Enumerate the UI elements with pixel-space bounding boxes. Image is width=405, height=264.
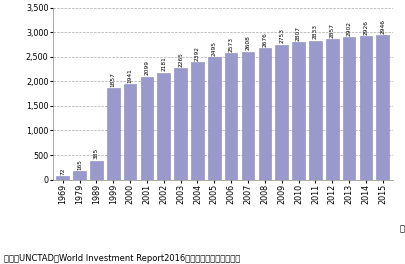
Bar [225,53,237,180]
Bar [360,36,372,180]
Bar [73,171,86,180]
Text: 2946: 2946 [380,19,385,34]
Bar [376,35,389,180]
Text: 72: 72 [60,167,65,175]
Text: 資料：UNCTAD『World Investment Report2016』から経済産業省作成。: 資料：UNCTAD『World Investment Report2016』から… [4,254,240,263]
Text: 2265: 2265 [178,52,183,67]
Bar [124,84,136,180]
Text: 2392: 2392 [195,46,200,61]
Text: 2753: 2753 [279,28,284,43]
Text: 1857: 1857 [111,72,116,87]
Text: 385: 385 [94,148,99,159]
Bar [90,161,103,180]
Text: 2099: 2099 [145,60,149,76]
Bar [292,42,305,180]
Text: 2902: 2902 [347,21,352,36]
Text: 2676: 2676 [262,32,267,47]
Bar [309,41,322,180]
Text: 165: 165 [77,159,82,170]
Bar [343,37,355,180]
Text: 2573: 2573 [229,37,234,52]
Bar [107,88,119,180]
Text: 2608: 2608 [245,36,251,50]
Text: 2926: 2926 [363,20,369,35]
Text: （年）: （年） [400,224,405,233]
Bar [326,39,339,180]
Bar [158,73,170,180]
Bar [275,45,288,180]
Text: 2181: 2181 [161,56,166,71]
Bar [56,176,69,180]
Bar [242,52,254,180]
Bar [141,77,153,180]
Bar [258,48,271,180]
Bar [191,62,204,180]
Text: 2833: 2833 [313,24,318,39]
Bar [174,68,187,180]
Text: 2807: 2807 [296,26,301,41]
Bar [208,57,221,180]
Text: 2495: 2495 [212,41,217,56]
Text: 2857: 2857 [330,23,335,38]
Text: 1941: 1941 [128,68,132,83]
